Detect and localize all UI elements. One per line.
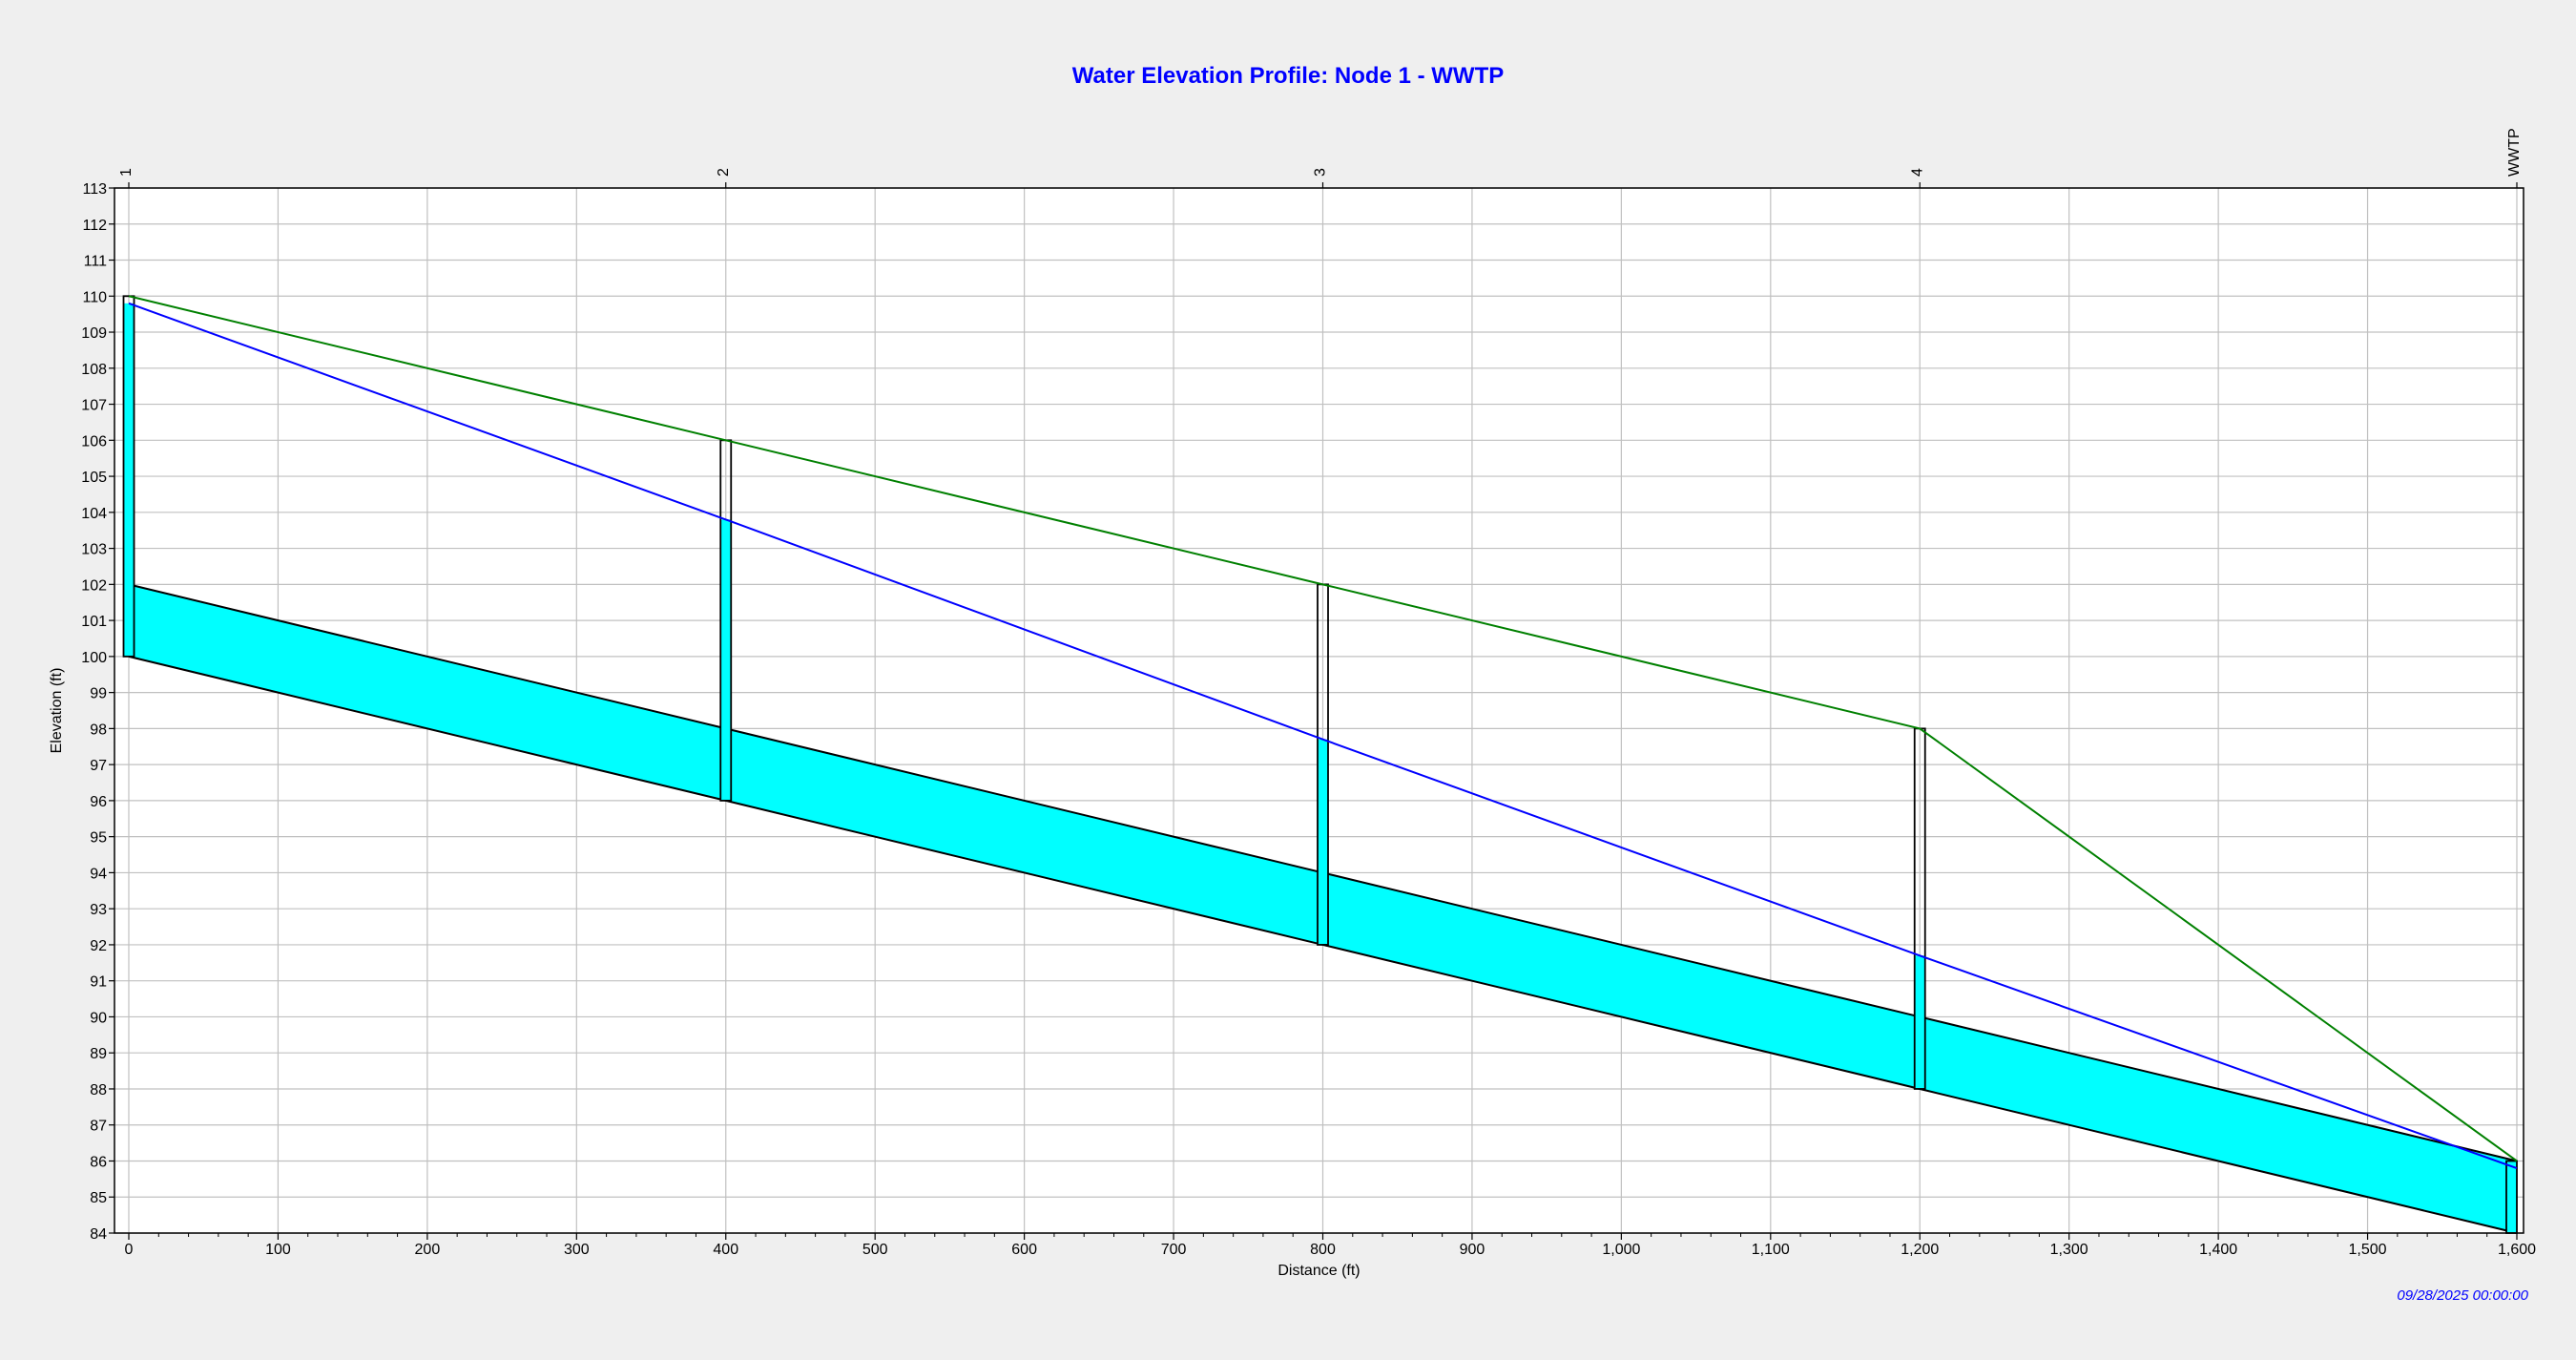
node-label: 2 [716,168,732,177]
conduit-crown [1322,871,1921,1018]
x-tick-label: 1,600 [2498,1242,2536,1258]
node-water [720,519,732,801]
node-water [123,303,135,657]
conduit-water [725,728,1323,945]
y-tick-label: 107 [81,398,107,414]
x-tick-label: 100 [265,1242,291,1258]
y-tick-label: 96 [90,794,107,810]
x-tick-label: 1,500 [2349,1242,2387,1258]
plot-frame [114,187,2524,1234]
y-tick-label: 94 [90,866,107,882]
hgl-line [128,302,2518,1169]
x-tick-label: 1,200 [1901,1242,1939,1258]
node-label: 1 [118,168,135,177]
y-tick-label: 100 [81,650,107,666]
node-water [2506,1168,2517,1233]
y-tick-label: 108 [81,362,107,378]
y-tick-label: 101 [81,614,107,630]
x-tick-label: 1,000 [1602,1242,1640,1258]
y-tick-label: 97 [90,758,107,774]
x-tick-label: 300 [564,1242,590,1258]
x-axis-label: Distance (ft) [1278,1263,1360,1279]
y-tick-label: 85 [90,1190,107,1206]
conduit-crown [725,727,1323,874]
series-layer [128,295,2518,1169]
conduit-water [1920,1016,2517,1233]
x-tick-label: 900 [1460,1242,1485,1258]
conduit-invert [128,655,726,802]
y-tick-label: 112 [82,218,107,234]
timestamp: 09/28/2025 00:00:00 [2397,1287,2528,1304]
x-tick-label: 200 [415,1242,441,1258]
node-label: WWTP [2506,128,2523,177]
x-tick-label: 500 [862,1242,888,1258]
conduit-invert [1920,1087,2518,1234]
y-tick-label: 106 [81,433,107,450]
y-tick-label: 87 [90,1119,107,1135]
conduit-water [129,584,726,801]
y-tick-label: 113 [82,181,107,198]
ground-line [128,295,2518,1162]
x-tick-label: 0 [125,1242,134,1258]
chart-title: Water Elevation Profile: Node 1 - WWTP [1071,63,1505,89]
y-tick-label: 92 [90,938,107,954]
x-tick-label: 600 [1011,1242,1037,1258]
x-tick-label: 1,100 [1752,1242,1790,1258]
y-tick-label: 86 [90,1154,107,1170]
y-tick-label: 88 [90,1082,107,1098]
y-tick-label: 84 [90,1226,107,1243]
node-labels: 1 2 3 4 WWTP [118,128,2523,188]
conduit-water [1322,872,1921,1089]
node-label: 4 [1909,168,1925,177]
y-tick-label: 91 [90,974,107,991]
y-tick-label: 98 [90,722,107,738]
y-tick-label: 104 [81,506,107,522]
x-tick-label: 1,300 [2050,1242,2088,1258]
conduit-crown [1920,1015,2518,1162]
water-fill-layer [129,584,2517,1233]
conduit-invert [1322,943,1921,1090]
conduit-crown [128,583,726,730]
node-label: 3 [1313,168,1329,177]
y-tick-label: 110 [82,289,107,305]
axes: 84 85 86 87 88 89 90 91 92 93 94 95 96 97 98 99 100 101 10… [81,181,2536,1258]
conduit-layer [128,583,2518,1234]
x-tick-label: 700 [1161,1242,1187,1258]
conduit-invert [725,799,1323,946]
y-tick-label: 93 [90,902,107,918]
y-tick-label: 111 [84,254,107,270]
y-tick-label: 105 [81,470,107,486]
y-tick-label: 95 [90,830,107,847]
y-tick-label: 102 [81,577,107,594]
x-tick-label: 800 [1310,1242,1336,1258]
y-tick-label: 99 [90,686,107,702]
x-tick-label: 1,400 [2199,1242,2237,1258]
y-tick-label: 103 [81,542,107,558]
node-water [1914,955,1925,1089]
y-tick-label: 89 [90,1046,107,1062]
y-axis-label: Elevation (ft) [49,668,65,754]
y-tick-label: 109 [81,325,107,342]
x-tick-label: 400 [713,1242,738,1258]
node-water [1318,739,1328,945]
y-tick-label: 90 [90,1010,107,1026]
